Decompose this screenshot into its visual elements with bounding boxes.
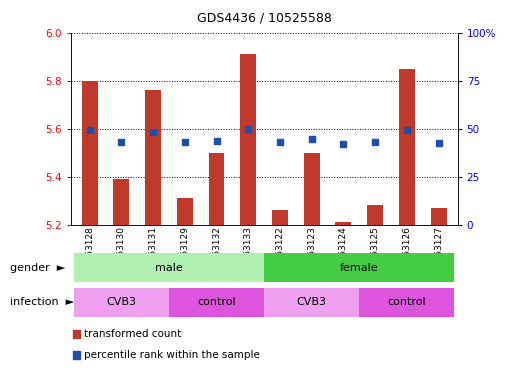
Text: control: control: [388, 297, 426, 308]
Bar: [145, 90, 161, 225]
Text: GDS4436 / 10525588: GDS4436 / 10525588: [197, 12, 332, 25]
Bar: [209, 153, 224, 225]
Text: control: control: [197, 297, 236, 308]
Bar: [113, 179, 129, 225]
Text: gender  ►: gender ►: [10, 263, 66, 273]
Bar: [399, 69, 415, 225]
Bar: [430, 208, 447, 225]
Bar: [304, 153, 320, 225]
Text: male: male: [155, 263, 183, 273]
Bar: [272, 210, 288, 225]
Bar: [82, 81, 98, 225]
Text: transformed count: transformed count: [84, 329, 181, 339]
Text: CVB3: CVB3: [106, 297, 137, 308]
Text: infection  ►: infection ►: [10, 297, 75, 308]
Bar: [177, 198, 193, 225]
Bar: [335, 222, 351, 225]
Text: female: female: [340, 263, 379, 273]
Text: CVB3: CVB3: [297, 297, 327, 308]
Bar: [241, 54, 256, 225]
Bar: [367, 205, 383, 225]
Text: percentile rank within the sample: percentile rank within the sample: [84, 350, 260, 360]
